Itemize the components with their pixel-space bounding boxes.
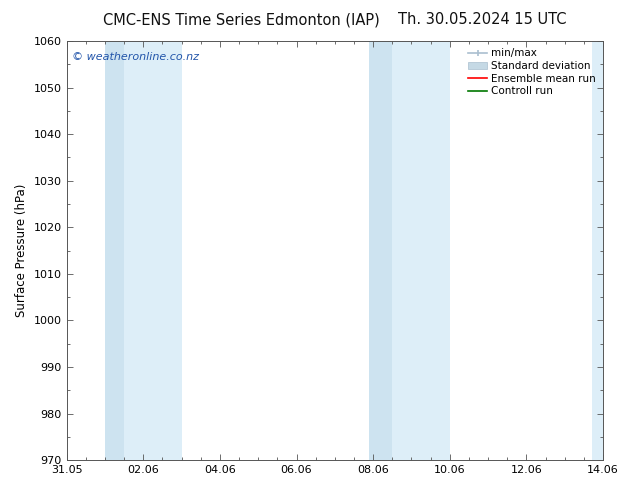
Text: CMC-ENS Time Series Edmonton (IAP): CMC-ENS Time Series Edmonton (IAP) [103, 12, 379, 27]
Bar [370, 41, 392, 460]
Text: © weatheronline.co.nz: © weatheronline.co.nz [72, 51, 199, 62]
Text: Th. 30.05.2024 15 UTC: Th. 30.05.2024 15 UTC [398, 12, 566, 27]
Bar [105, 41, 124, 460]
Legend: min/max, Standard deviation, Ensemble mean run, Controll run: min/max, Standard deviation, Ensemble me… [466, 46, 598, 98]
Bar [592, 41, 603, 460]
Y-axis label: Surface Pressure (hPa): Surface Pressure (hPa) [15, 184, 28, 318]
Bar [124, 41, 181, 460]
Bar [392, 41, 450, 460]
